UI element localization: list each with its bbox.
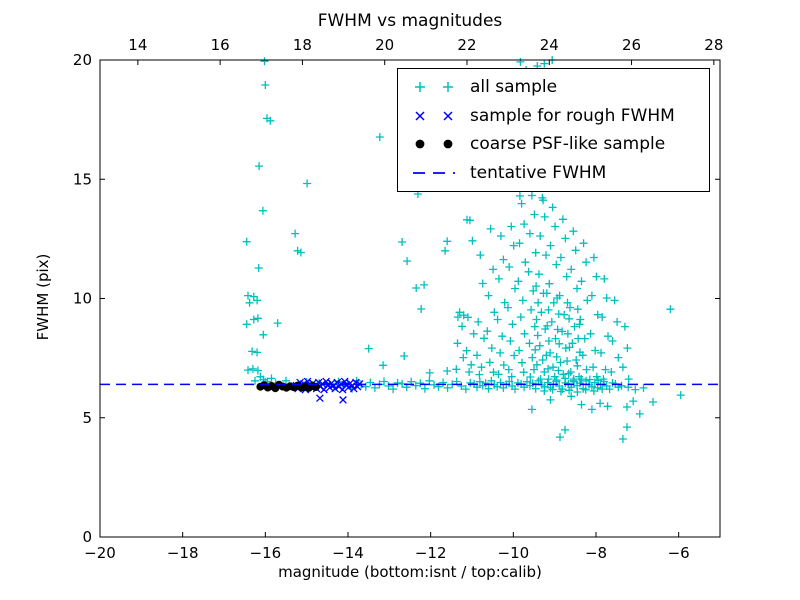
x-tick-label-bottom: −6 xyxy=(668,544,690,562)
y-tick-label: 5 xyxy=(82,409,92,427)
legend-item-all-sample: all sample xyxy=(404,73,703,101)
legend-label: sample for rough FWHM xyxy=(470,105,675,126)
x-tick-label-bottom: −8 xyxy=(585,544,607,562)
x-tick-label-top: 16 xyxy=(211,36,230,54)
legend-label: coarse PSF-like sample xyxy=(470,134,666,155)
x-tick-label-top: 28 xyxy=(704,36,723,54)
y-tick-label: 10 xyxy=(73,290,92,308)
x-tick-label-top: 18 xyxy=(293,36,312,54)
x-tick-label-bottom: −18 xyxy=(167,544,199,562)
x-tick-label-bottom: −20 xyxy=(84,544,116,562)
chart-title: FWHM vs magnitudes xyxy=(317,11,503,31)
y-tick-label: 20 xyxy=(73,51,92,69)
x-axis-label: magnitude (bottom:isnt / top:calib) xyxy=(278,563,542,581)
x-tick-label-top: 24 xyxy=(540,36,559,54)
x-tick-label-bottom: −14 xyxy=(332,544,364,562)
y-tick-label: 15 xyxy=(73,170,92,188)
legend-item-rough-fwhm: sample for rough FWHM xyxy=(404,102,703,130)
x-tick-label-bottom: −16 xyxy=(250,544,282,562)
legend: all sample sample for rough FWHM coarse … xyxy=(397,68,710,192)
x-tick-label-top: 14 xyxy=(128,36,147,54)
x-tick-label-top: 22 xyxy=(457,36,476,54)
x-tick-label-bottom: −10 xyxy=(498,544,530,562)
x-tick-label-top: 26 xyxy=(622,36,641,54)
dot-marker-icon xyxy=(415,139,453,149)
legend-label: tentative FWHM xyxy=(470,162,607,183)
x-tick-label-bottom: −12 xyxy=(415,544,447,562)
x-tick-label-top: 20 xyxy=(375,36,394,54)
dashed-line-icon xyxy=(413,171,455,174)
y-axis-label: FWHM (pix) xyxy=(34,253,52,341)
plus-marker-icon xyxy=(415,82,453,93)
legend-label: all sample xyxy=(470,77,558,98)
y-tick-label: 0 xyxy=(82,528,92,546)
x-marker-icon xyxy=(415,111,453,121)
legend-item-coarse-psf: coarse PSF-like sample xyxy=(404,130,703,158)
legend-item-tentative-fwhm: tentative FWHM xyxy=(404,159,703,187)
